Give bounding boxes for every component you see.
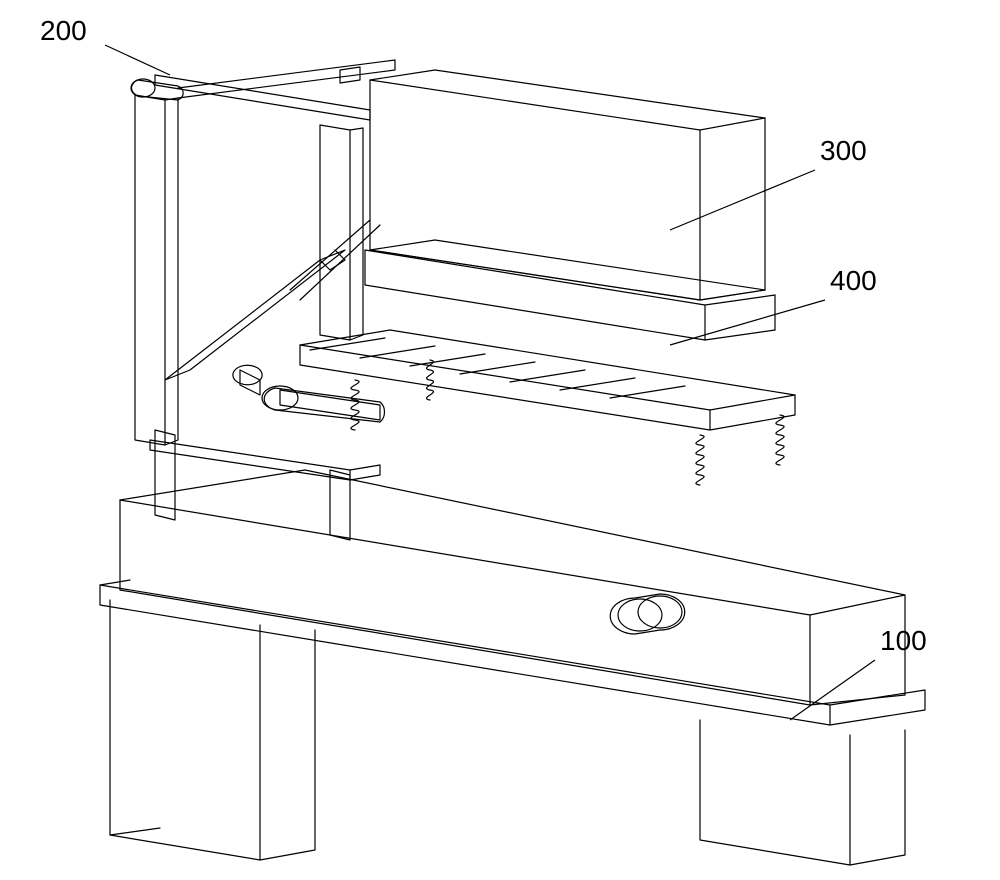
callout-labels: 200 300 400 100 [40, 15, 927, 720]
label-300: 300 [820, 135, 867, 166]
leader-line-400 [670, 300, 825, 345]
leader-line-100 [790, 660, 875, 720]
spring [696, 435, 704, 485]
label-400: 400 [830, 265, 877, 296]
leader-line-200 [105, 45, 170, 75]
label-200: 200 [40, 15, 87, 46]
technical-drawing [100, 60, 925, 865]
leader-line-300 [670, 170, 815, 230]
spring [351, 380, 359, 430]
spring [776, 415, 784, 465]
label-100: 100 [880, 625, 927, 656]
